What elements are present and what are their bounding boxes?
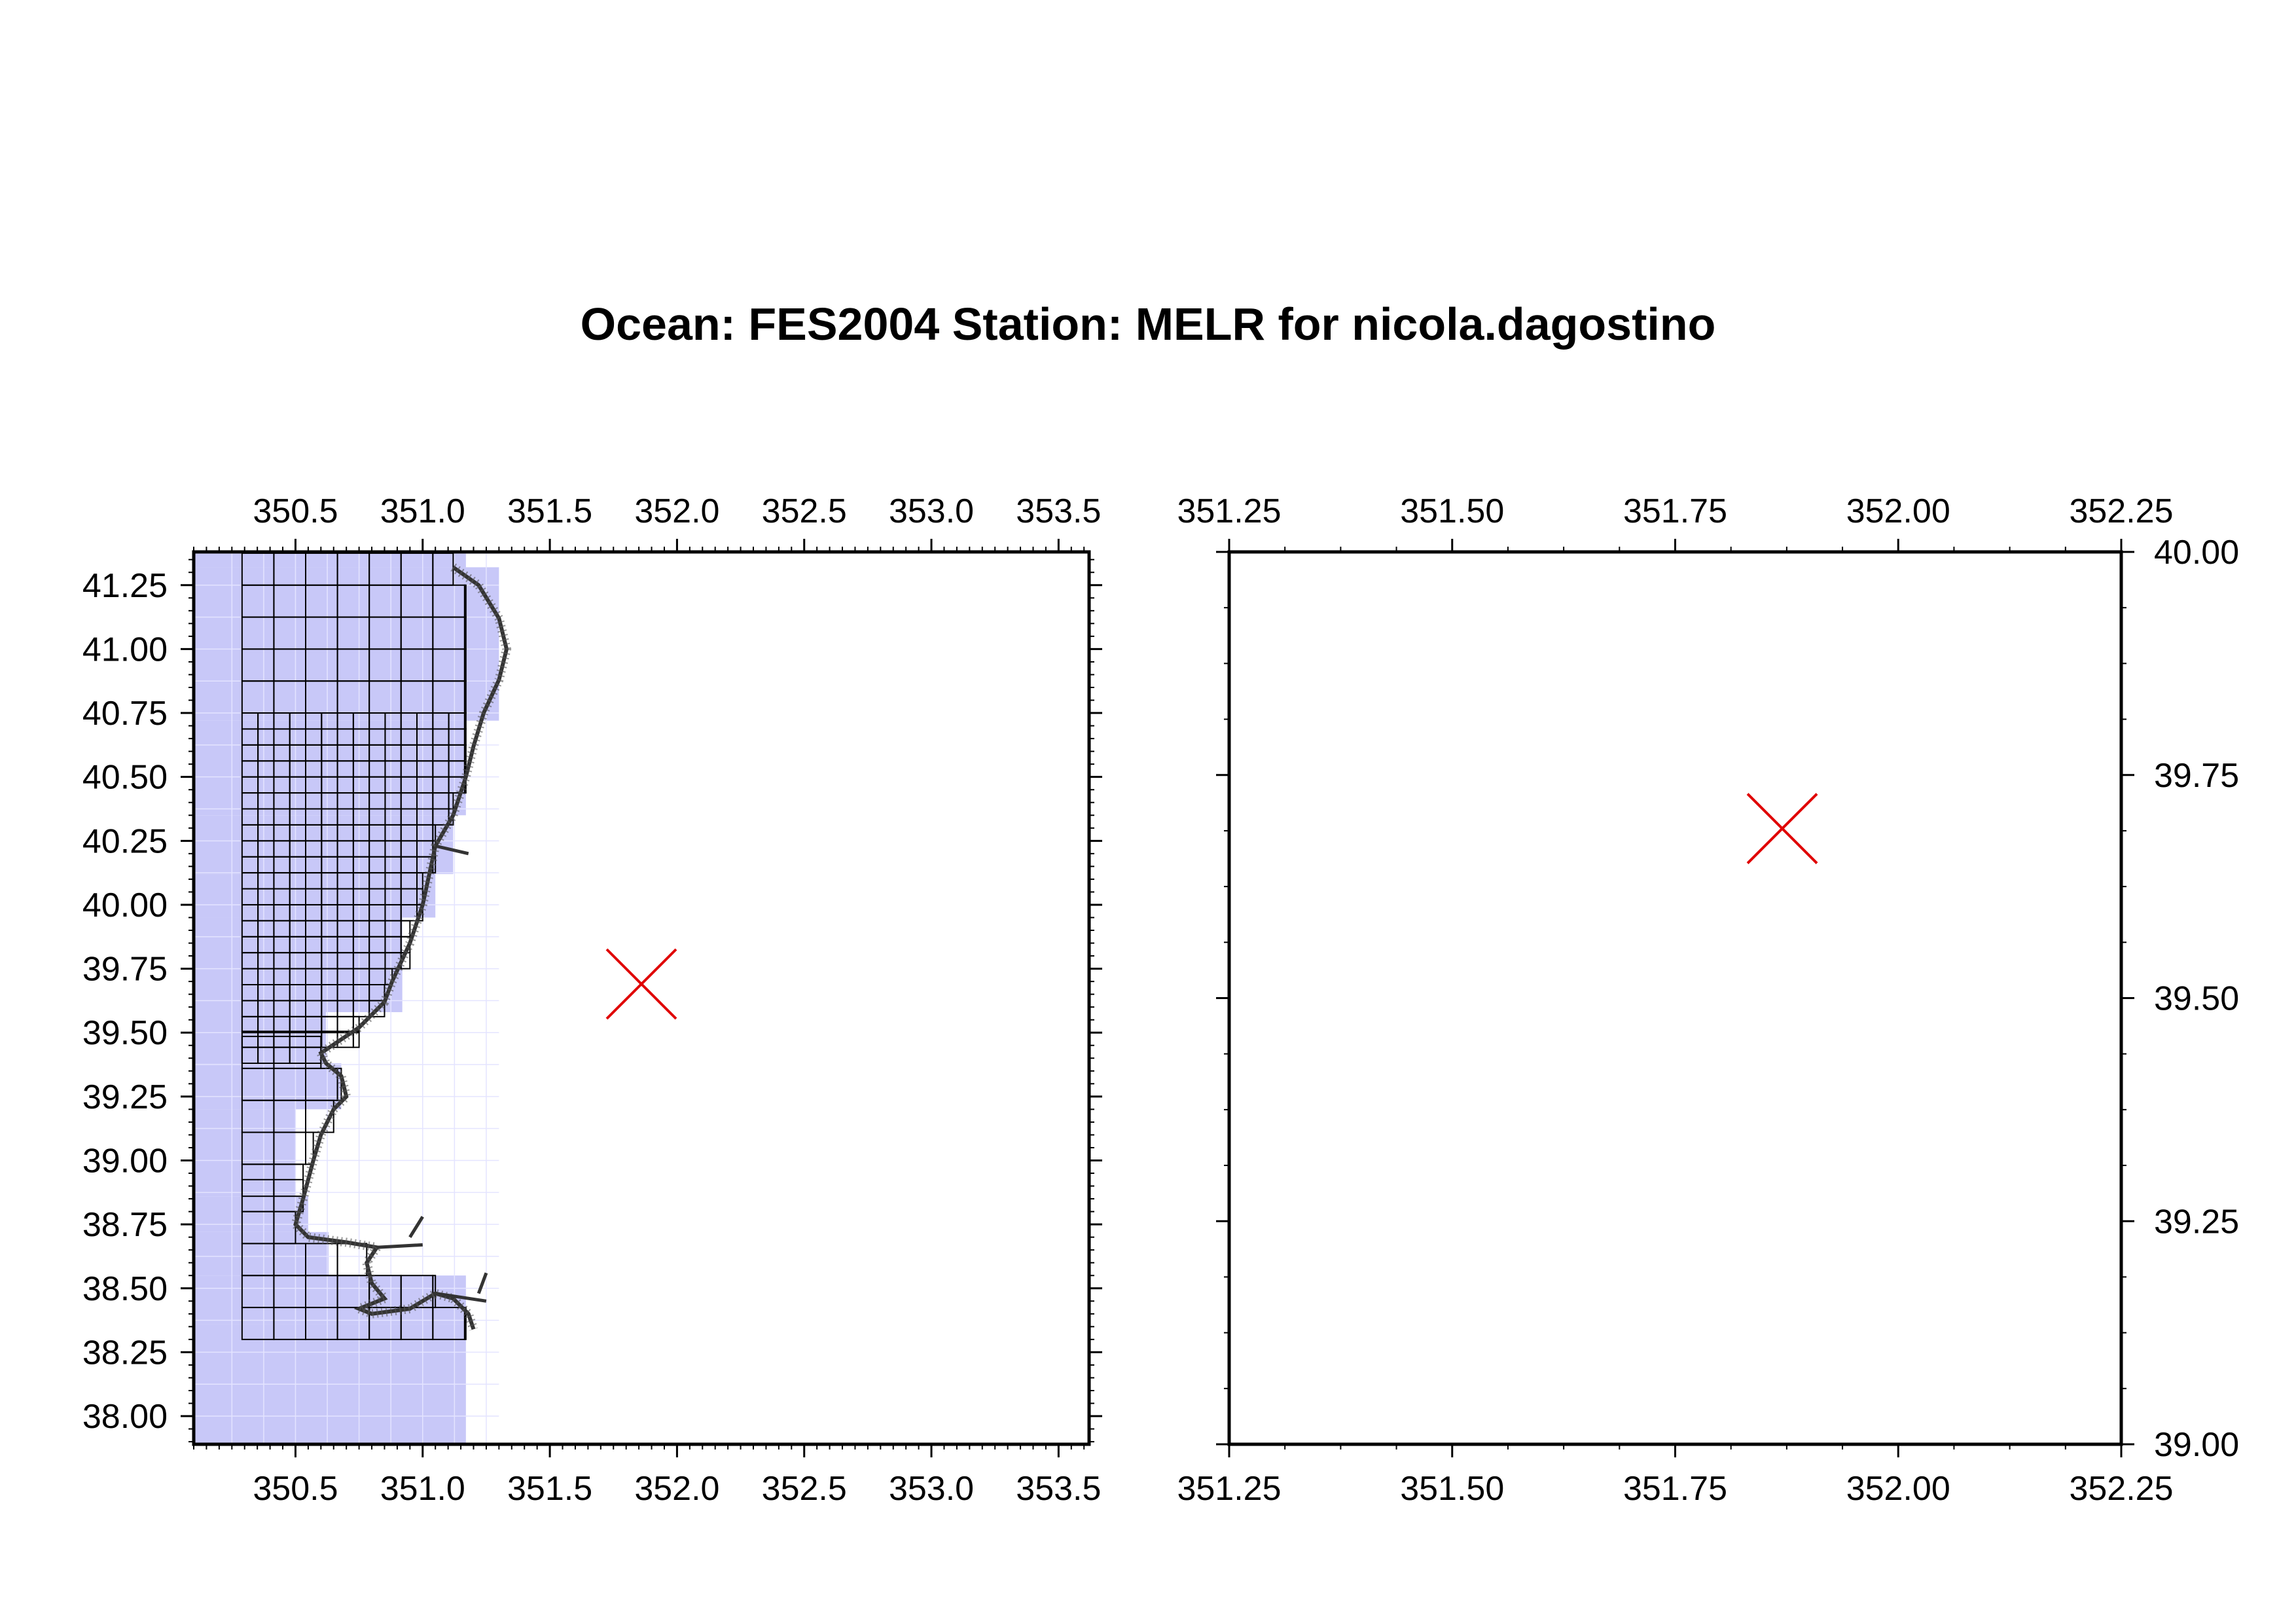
- mesh-cell: [463, 728, 467, 746]
- x-tick-label-bottom: 351.50: [1400, 1470, 1504, 1508]
- right-map-background: [1229, 552, 2121, 1444]
- ocean-cell-band: [194, 567, 499, 721]
- y-tick-label: 39.50: [82, 1014, 168, 1052]
- ocean-cell-band: [194, 552, 466, 568]
- x-tick-label-top: 351.25: [1177, 492, 1281, 530]
- estuary-line: [476, 1272, 488, 1294]
- x-tick-label-top: 352.0: [634, 492, 719, 530]
- ocean-cell-band: [194, 1196, 308, 1232]
- mesh-cell: [463, 584, 467, 618]
- left-map-ticks: 350.5 350.5 351.0 351.0 351.5 351.5 352.0 352.0…: [82, 492, 1102, 1508]
- x-tick-label-top: 351.75: [1623, 492, 1727, 530]
- y-tick-label: 39.75: [2154, 757, 2239, 795]
- x-tick-label-top: 350.5: [253, 492, 338, 530]
- x-tick-label-top: 353.5: [1016, 492, 1101, 530]
- ocean-cell-band: [194, 720, 466, 816]
- ocean-cell-band: [194, 874, 436, 918]
- y-tick-label: 38.50: [82, 1270, 168, 1308]
- ocean-cell-band: [194, 1063, 342, 1110]
- x-tick-label-bottom: 352.25: [2069, 1470, 2173, 1508]
- mesh-cell: [463, 648, 467, 682]
- right-map-ticks: 351.25 351.25 351.50 351.50 351.75 351.75 352.…: [1177, 492, 2239, 1508]
- left-map-panel[interactable]: 350.5 350.5 351.0 351.0 351.5 351.5 352.0 352.0…: [82, 492, 1102, 1508]
- mesh-cell: [463, 744, 467, 762]
- y-tick-label: 40.00: [82, 886, 168, 924]
- x-tick-label-top: 353.0: [889, 492, 974, 530]
- y-tick-label: 39.75: [82, 951, 168, 989]
- y-tick-label: 40.50: [82, 759, 168, 797]
- coastline: [290, 563, 512, 1331]
- x-tick-label-top: 351.50: [1400, 492, 1504, 530]
- x-tick-label-bottom: 352.5: [762, 1470, 847, 1508]
- mesh-cell: [463, 680, 467, 714]
- y-tick-label: 39.25: [82, 1078, 168, 1116]
- y-tick-label: 38.25: [82, 1334, 168, 1372]
- x-tick-label-bottom: 350.5: [253, 1470, 338, 1508]
- station-cross-stroke: [1746, 793, 1818, 864]
- ocean-grid-cells: [194, 552, 499, 1444]
- y-tick-label: 38.00: [82, 1398, 168, 1436]
- ocean-cell-band: [194, 815, 454, 875]
- coastline-path: [293, 565, 509, 1330]
- x-tick-label-bottom: 352.0: [634, 1470, 719, 1508]
- y-tick-label: 39.25: [2154, 1203, 2239, 1241]
- x-tick-label-bottom: 353.0: [889, 1470, 974, 1508]
- estuary-line: [408, 1216, 424, 1238]
- ocean-cell-band: [194, 917, 403, 1012]
- mesh-cell: [463, 712, 467, 730]
- ocean-cell-band: [194, 1275, 466, 1324]
- x-tick-label-top: 352.5: [762, 492, 847, 530]
- x-tick-label-top: 351.0: [380, 492, 465, 530]
- station-marker-right[interactable]: [1746, 793, 1818, 864]
- y-tick-label: 41.25: [82, 567, 168, 605]
- x-tick-label-bottom: 353.5: [1016, 1470, 1101, 1508]
- estuary-line: [435, 844, 469, 856]
- y-tick-label: 39.50: [2154, 980, 2239, 1018]
- ocean-cell-band: [194, 1109, 296, 1197]
- estuary-line: [435, 1292, 487, 1303]
- y-tick-label: 40.75: [82, 695, 168, 733]
- y-tick-label: 39.00: [2154, 1426, 2239, 1464]
- x-tick-label-top: 352.00: [1846, 492, 1950, 530]
- left-map-frame: [192, 550, 1091, 1446]
- y-tick-label: 38.75: [82, 1206, 168, 1244]
- x-tick-label-bottom: 351.5: [507, 1470, 592, 1508]
- mesh-cell: [463, 616, 467, 650]
- ocean-cell-band: [194, 1012, 327, 1064]
- estuary-line: [376, 1243, 423, 1249]
- station-marker-left[interactable]: [605, 948, 677, 1020]
- figure-title: Ocean: FES2004 Station: MELR for nicola.…: [580, 299, 1716, 350]
- x-tick-label-bottom: 351.25: [1177, 1470, 1281, 1508]
- x-tick-label-top: 352.25: [2069, 492, 2173, 530]
- y-tick-label: 39.00: [82, 1142, 168, 1180]
- y-tick-label: 41.00: [82, 630, 168, 668]
- x-tick-label-bottom: 351.0: [380, 1470, 465, 1508]
- y-tick-label: 40.00: [2154, 534, 2239, 572]
- station-cross-stroke: [605, 948, 677, 1020]
- x-tick-label-bottom: 352.00: [1846, 1470, 1950, 1508]
- right-map-panel[interactable]: 351.25 351.25 351.50 351.50 351.75 351.75 352.…: [1177, 492, 2239, 1508]
- y-tick-label: 40.25: [82, 822, 168, 860]
- model-mesh: [241, 552, 467, 1340]
- x-tick-label-top: 351.5: [507, 492, 592, 530]
- x-tick-label-bottom: 351.75: [1623, 1470, 1727, 1508]
